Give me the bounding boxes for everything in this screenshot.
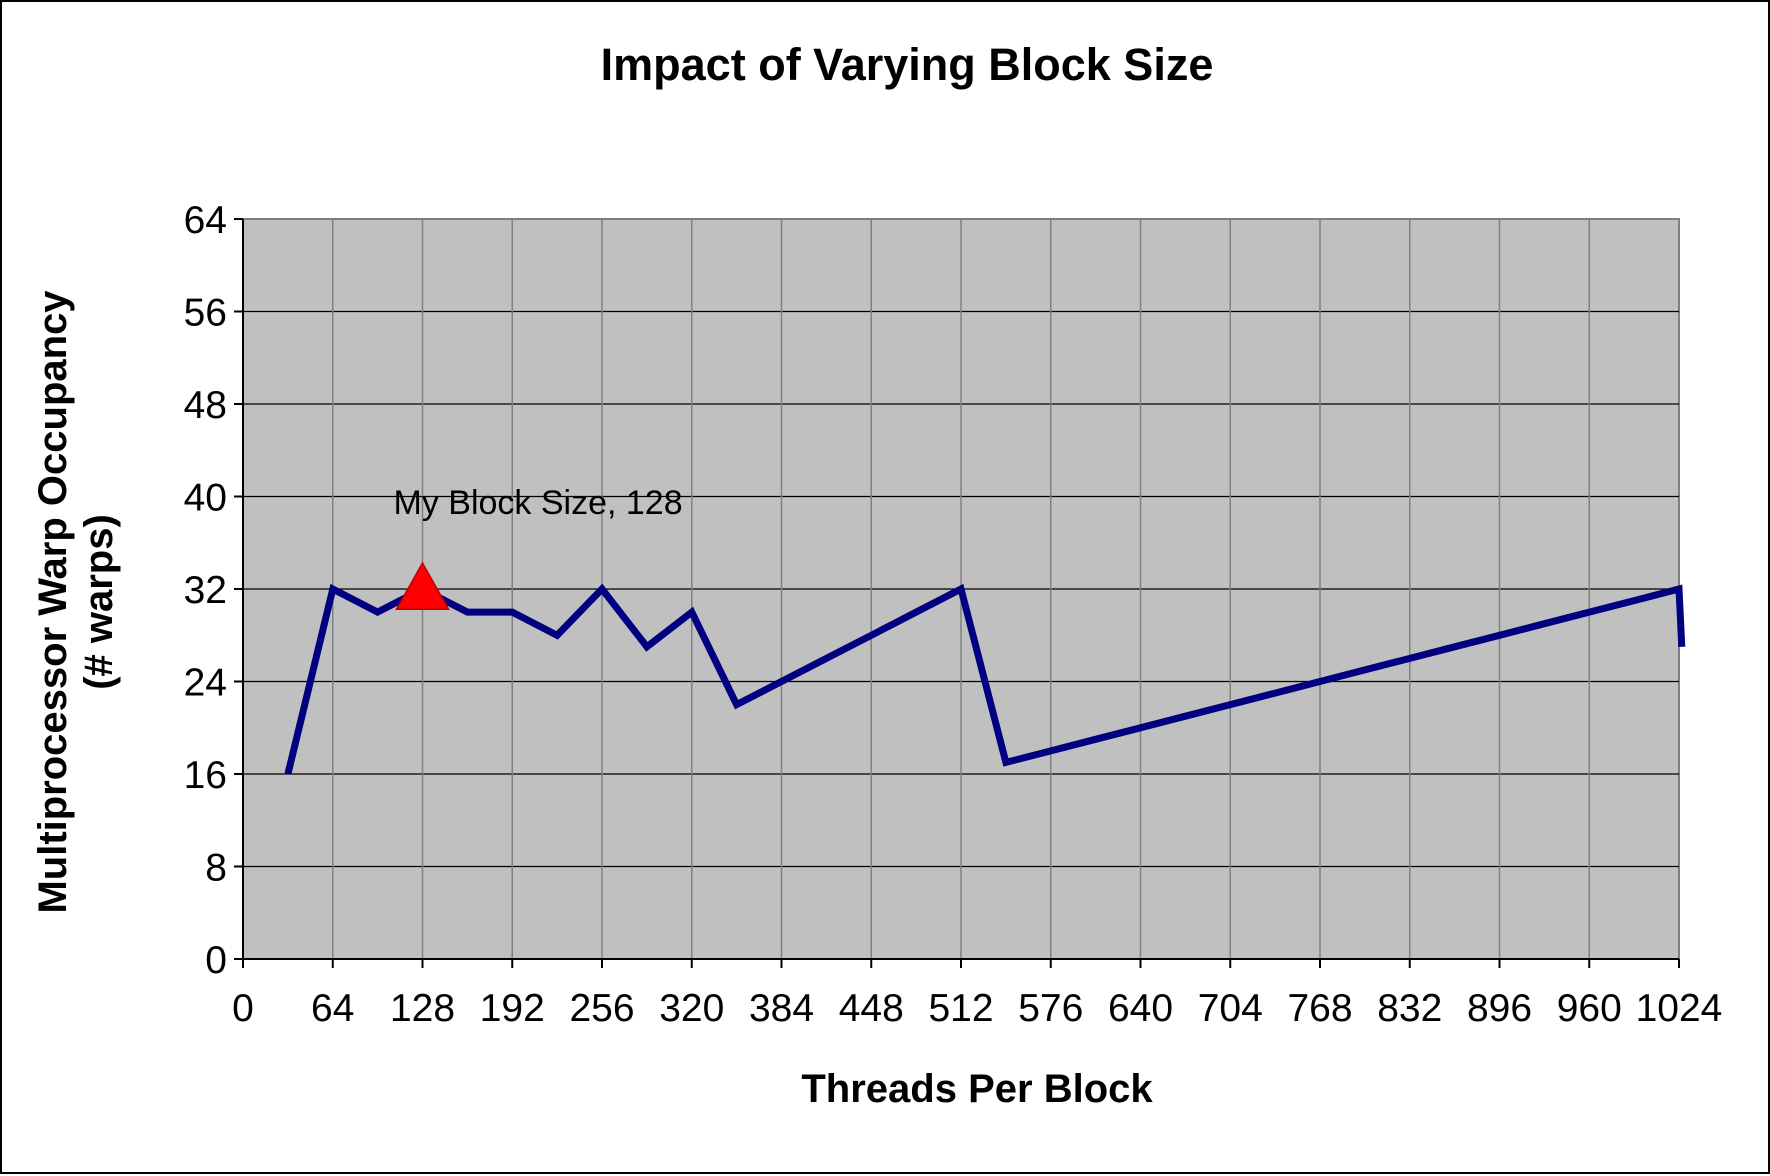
- x-tick-label: 512: [928, 987, 993, 1030]
- grid-lines: [243, 219, 1679, 959]
- series-line: [284, 583, 1686, 775]
- y-tick-label: 8: [205, 847, 227, 890]
- y-axis-title-line1: Multiprocessor Warp Occupancy: [31, 290, 75, 914]
- x-axis-title: Threads Per Block: [801, 1067, 1153, 1111]
- x-tick-labels: 0 64 128 192 256 320 384 448 512 576 640 704 768 832 8…: [232, 987, 1722, 1030]
- highlight-marker: [395, 561, 450, 611]
- x-tick-label: 192: [480, 987, 545, 1030]
- x-tick-label: 0: [232, 987, 254, 1030]
- x-tick-label: 704: [1198, 987, 1263, 1030]
- x-tick-label: 448: [839, 987, 904, 1030]
- x-tick-label: 256: [569, 987, 634, 1030]
- y-tick-label: 16: [184, 754, 227, 797]
- x-tick-label: 896: [1467, 987, 1532, 1030]
- x-tick-label: 768: [1287, 987, 1352, 1030]
- y-axis-title: Multiprocessor Warp Occupancy (# warps): [31, 290, 121, 914]
- x-tick-label: 576: [1018, 987, 1083, 1030]
- x-tick-label: 128: [390, 987, 455, 1030]
- y-tick-label: 48: [184, 384, 227, 427]
- highlight-label: My Block Size, 128: [394, 484, 683, 522]
- highlight-layer: My Block Size, 128: [394, 484, 683, 611]
- x-tick-label: 320: [659, 987, 724, 1030]
- series-layer: [284, 583, 1686, 775]
- y-tick-label: 56: [184, 292, 227, 335]
- y-axis-title-line2: (# warps): [77, 514, 121, 690]
- x-tick-label: 640: [1108, 987, 1173, 1030]
- y-tick-label: 40: [184, 477, 227, 520]
- x-tick-label: 832: [1377, 987, 1442, 1030]
- axes: [234, 218, 1680, 968]
- x-tick-label: 960: [1557, 987, 1622, 1030]
- y-tick-label: 24: [184, 662, 227, 705]
- x-tick-label: 1024: [1636, 987, 1723, 1030]
- y-tick-label: 0: [205, 939, 227, 982]
- y-tick-label: 64: [184, 199, 227, 242]
- chart-title: Impact of Varying Block Size: [601, 39, 1214, 90]
- y-tick-label: 32: [184, 569, 227, 612]
- x-tick-label: 64: [311, 987, 354, 1030]
- x-tick-label: 384: [749, 987, 814, 1030]
- y-tick-labels: 0 8 16 24 32 40 48 56 64: [184, 199, 227, 982]
